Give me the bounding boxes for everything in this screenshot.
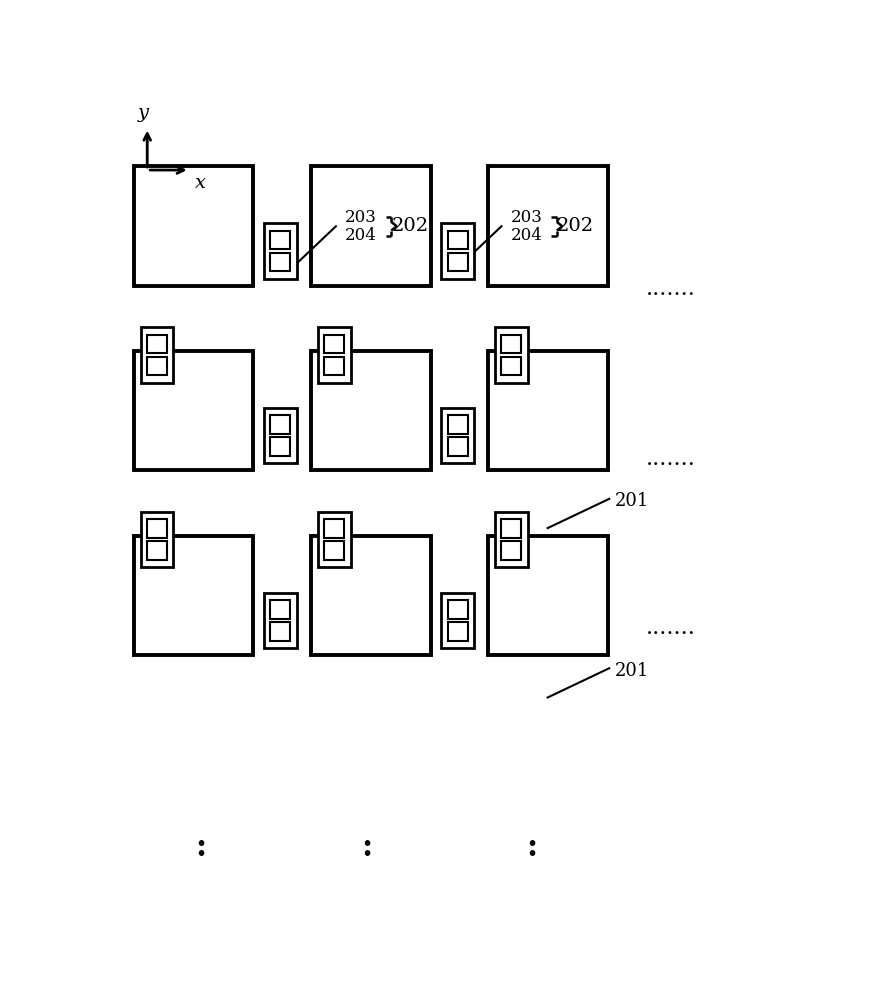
Text: :: : (195, 832, 207, 863)
Text: x: x (195, 174, 206, 192)
Bar (318, 512, 351, 567)
Bar (147, 357, 167, 375)
Bar (442, 223, 473, 279)
Bar (270, 415, 291, 434)
Text: :: : (361, 832, 373, 863)
Text: 204: 204 (510, 227, 542, 244)
Bar (264, 223, 297, 279)
Bar (488, 536, 608, 655)
Text: 204: 204 (345, 227, 377, 244)
Bar (488, 351, 608, 470)
Bar (270, 622, 291, 641)
Text: :: : (526, 832, 538, 863)
Bar (448, 600, 468, 619)
Text: 201: 201 (615, 662, 649, 680)
Bar (324, 357, 344, 375)
Text: 203: 203 (510, 209, 542, 226)
Bar (134, 351, 253, 470)
Bar (141, 512, 173, 567)
Bar (270, 231, 291, 249)
Text: 202: 202 (391, 217, 428, 235)
Text: 201: 201 (615, 492, 649, 510)
Text: .......: ....... (645, 617, 696, 639)
Bar (442, 408, 473, 463)
Bar (264, 408, 297, 463)
Bar (141, 327, 173, 383)
Bar (324, 335, 344, 353)
Bar (324, 541, 344, 560)
Bar (270, 600, 291, 619)
Bar (442, 593, 473, 648)
Bar (448, 415, 468, 434)
Bar (502, 519, 522, 538)
Bar (488, 166, 608, 286)
Text: y: y (138, 104, 149, 122)
Bar (502, 541, 522, 560)
Text: 203: 203 (345, 209, 377, 226)
Bar (448, 253, 468, 271)
Bar (502, 357, 522, 375)
Text: 202: 202 (557, 217, 594, 235)
Bar (324, 519, 344, 538)
Bar (134, 166, 253, 286)
Bar (495, 512, 528, 567)
Bar (147, 519, 167, 538)
Bar (270, 253, 291, 271)
Text: .......: ....... (645, 278, 696, 300)
Bar (502, 335, 522, 353)
Bar (311, 536, 431, 655)
Bar (147, 541, 167, 560)
Bar (134, 536, 253, 655)
Bar (448, 622, 468, 641)
Bar (448, 231, 468, 249)
Text: .......: ....... (645, 448, 696, 470)
Bar (311, 166, 431, 286)
Bar (147, 335, 167, 353)
Bar (270, 437, 291, 456)
Bar (264, 593, 297, 648)
Bar (318, 327, 351, 383)
Bar (311, 351, 431, 470)
Bar (448, 437, 468, 456)
Bar (495, 327, 528, 383)
